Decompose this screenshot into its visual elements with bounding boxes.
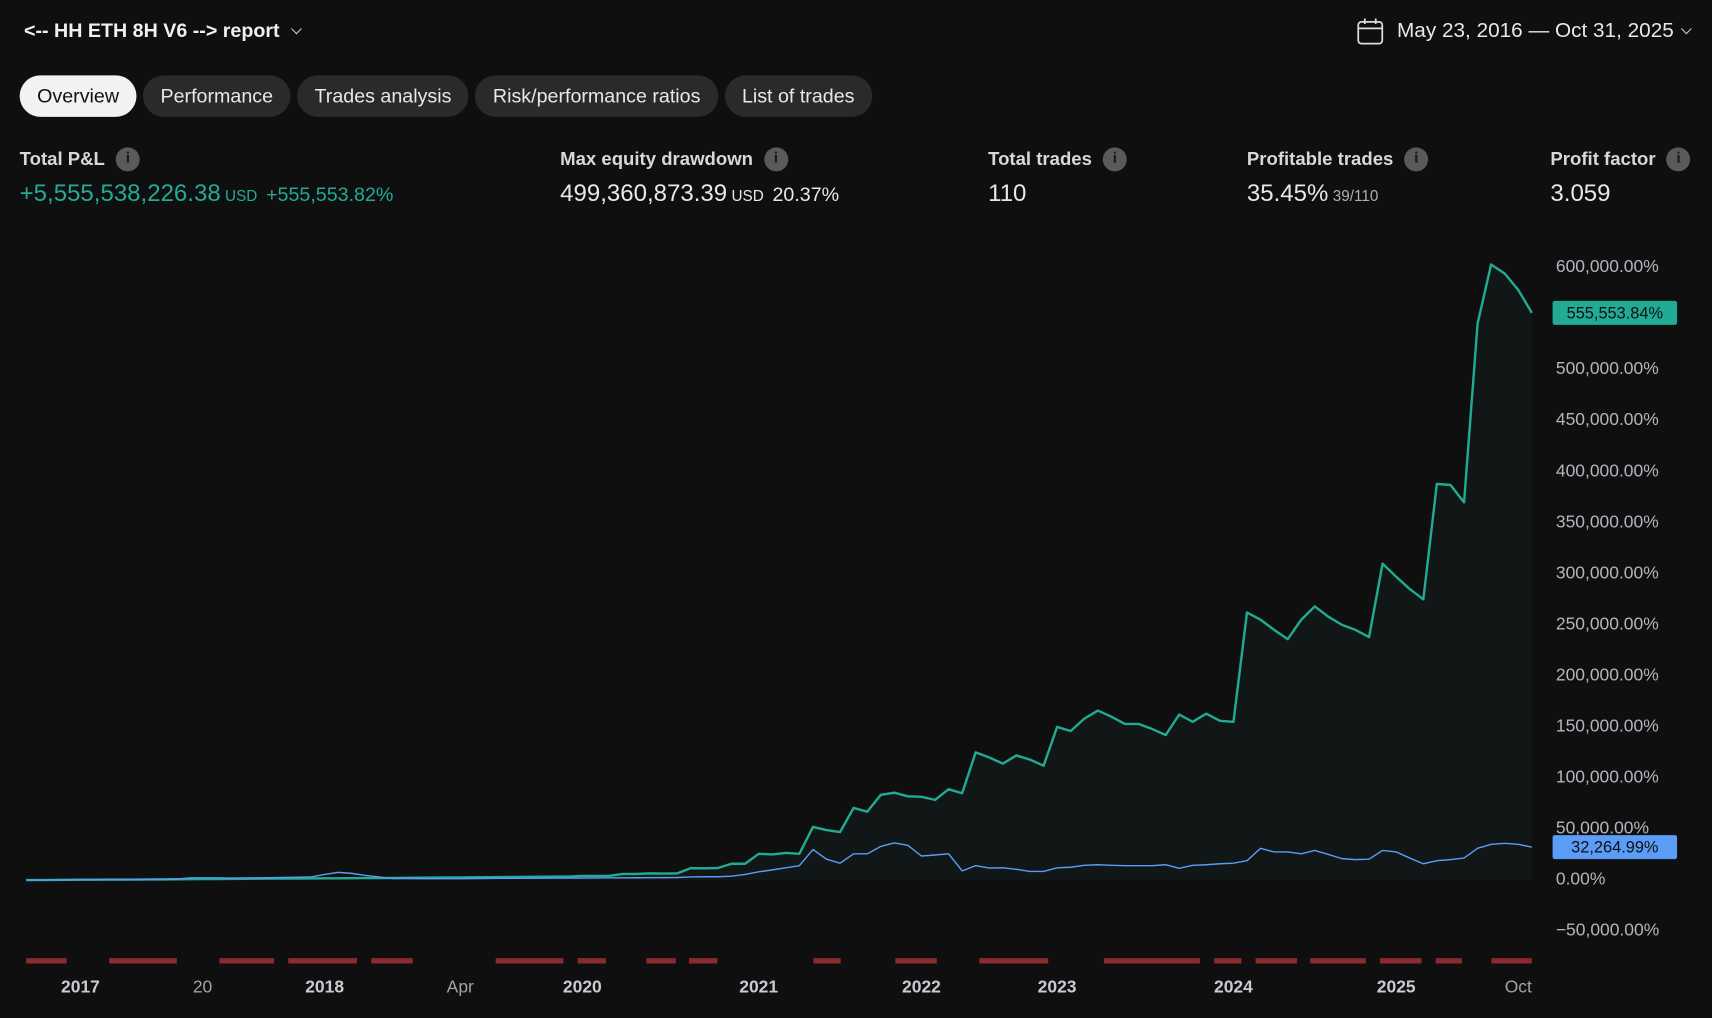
- y-tick-label: 0.00%: [1556, 869, 1606, 889]
- y-tick-label: 300,000.00%: [1556, 562, 1659, 582]
- y-tick-label: −50,000.00%: [1556, 920, 1659, 940]
- y-tick-label: 250,000.00%: [1556, 613, 1659, 633]
- last-value-label: 32,264.99%: [1571, 839, 1658, 857]
- x-tick-label: 2023: [1038, 977, 1077, 997]
- x-tick-label: Oct: [1505, 977, 1532, 997]
- x-tick-label: 2024: [1214, 977, 1253, 997]
- y-tick-label: 100,000.00%: [1556, 767, 1659, 787]
- y-tick-label: 50,000.00%: [1556, 818, 1649, 838]
- area-shade: [26, 264, 1532, 880]
- y-tick-label: 150,000.00%: [1556, 716, 1659, 736]
- x-tick-label: 2020: [563, 977, 602, 997]
- y-tick-label: 200,000.00%: [1556, 664, 1659, 684]
- last-value-label: 555,553.84%: [1567, 304, 1663, 322]
- y-tick-label: 400,000.00%: [1556, 460, 1659, 480]
- x-tick-label: 2025: [1377, 977, 1416, 997]
- x-tick-label: 2022: [902, 977, 941, 997]
- y-tick-label: 600,000.00%: [1556, 256, 1659, 276]
- x-tick-label: Apr: [447, 977, 474, 997]
- x-tick-label: 20: [193, 977, 213, 997]
- y-tick-label: 350,000.00%: [1556, 511, 1659, 531]
- x-tick-label: 2021: [739, 977, 778, 997]
- x-tick-label: 2018: [305, 977, 344, 997]
- x-tick-label: 2017: [61, 977, 100, 997]
- y-tick-label: 450,000.00%: [1556, 409, 1659, 429]
- y-tick-label: 500,000.00%: [1556, 358, 1659, 378]
